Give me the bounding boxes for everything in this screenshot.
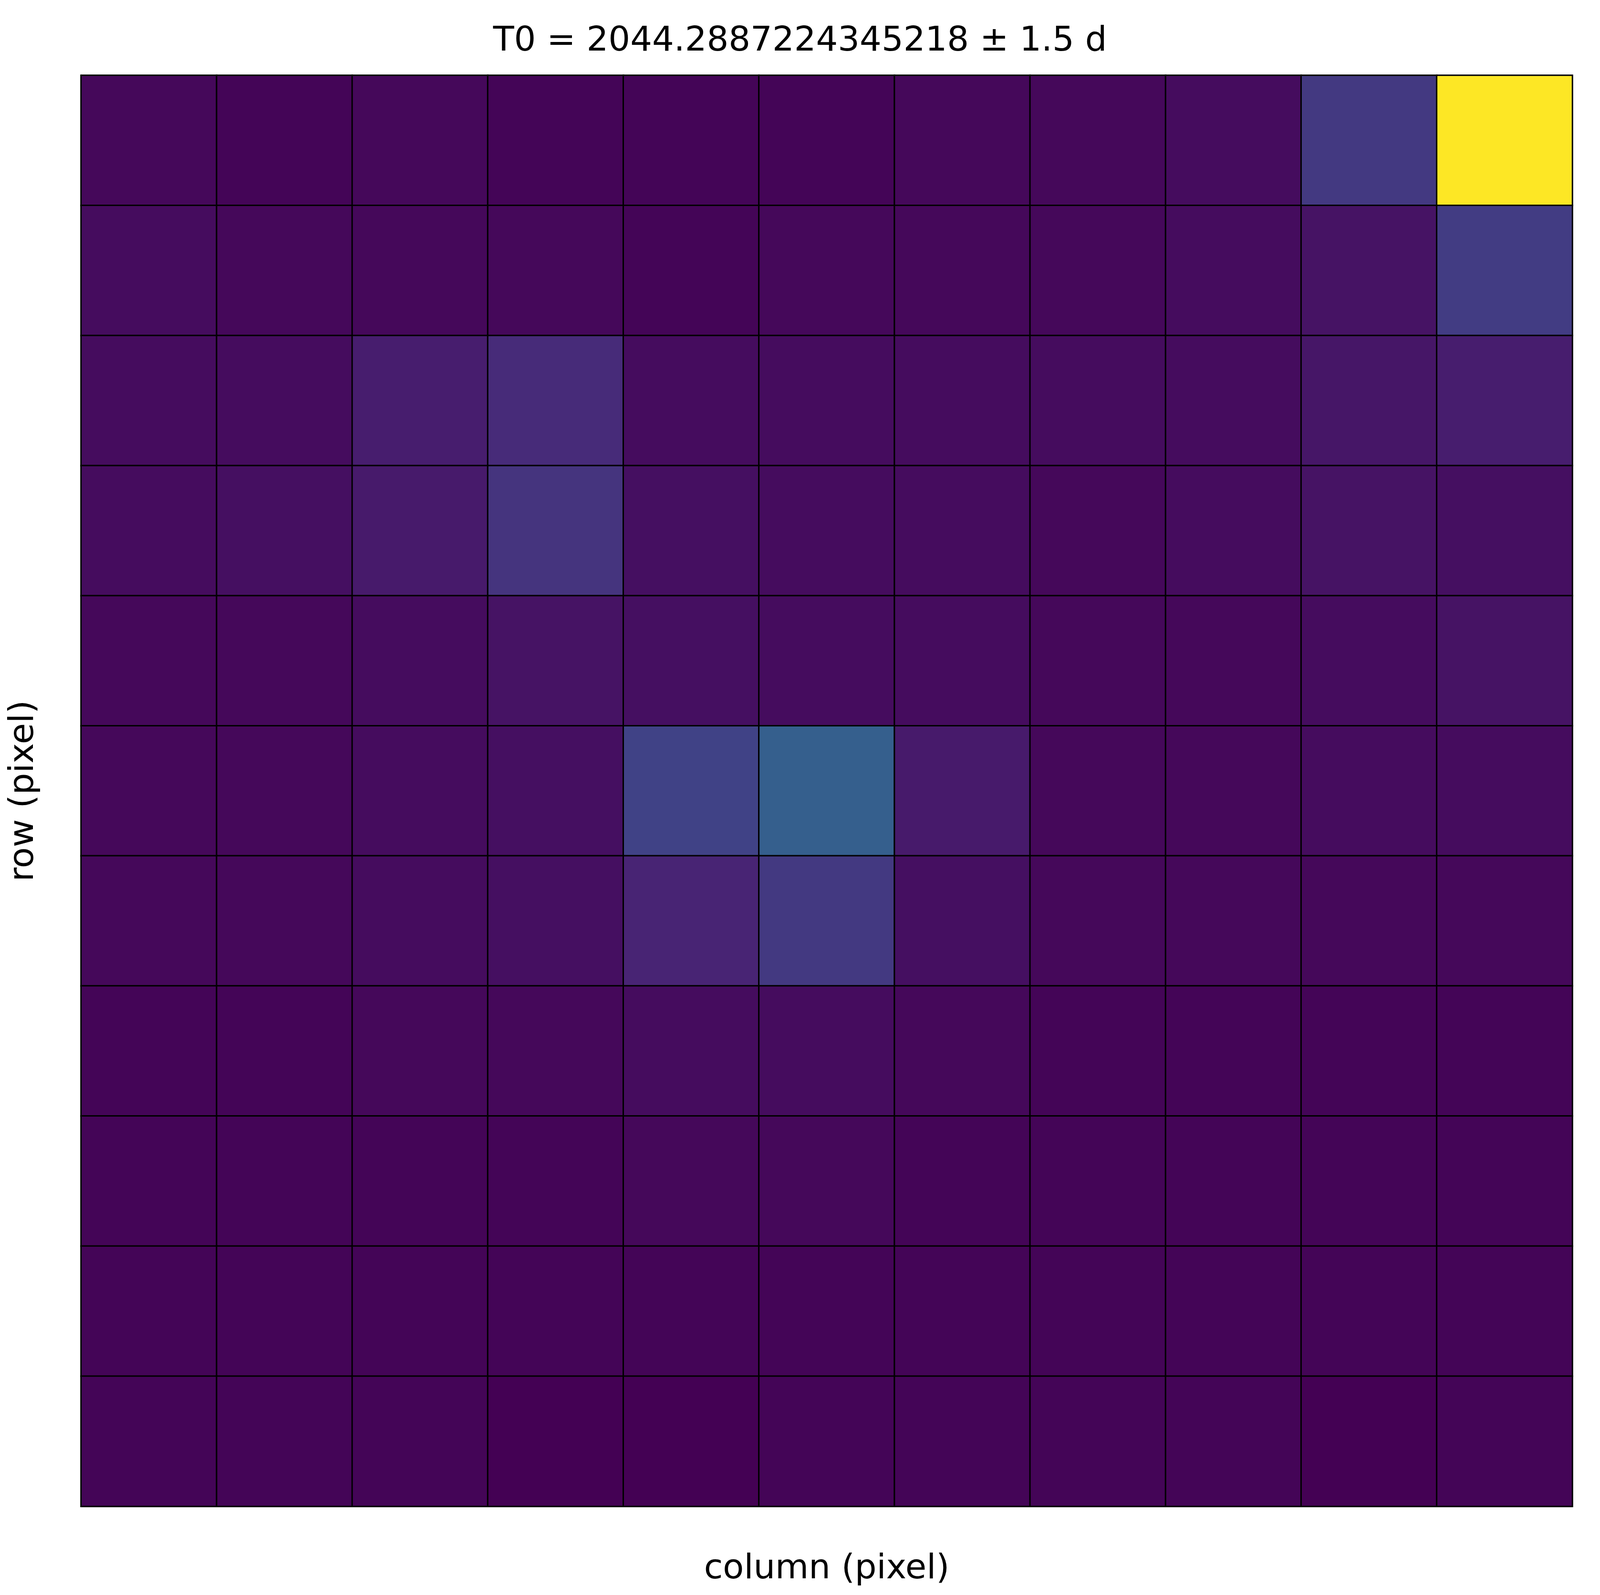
svg-text:column (pixel): column (pixel) [704,1546,950,1587]
svg-text:row (pixel): row (pixel) [0,700,42,882]
svg-text:T0 = 2044.2887224345218 ± 1.5: T0 = 2044.2887224345218 ± 1.5 d [492,18,1108,59]
